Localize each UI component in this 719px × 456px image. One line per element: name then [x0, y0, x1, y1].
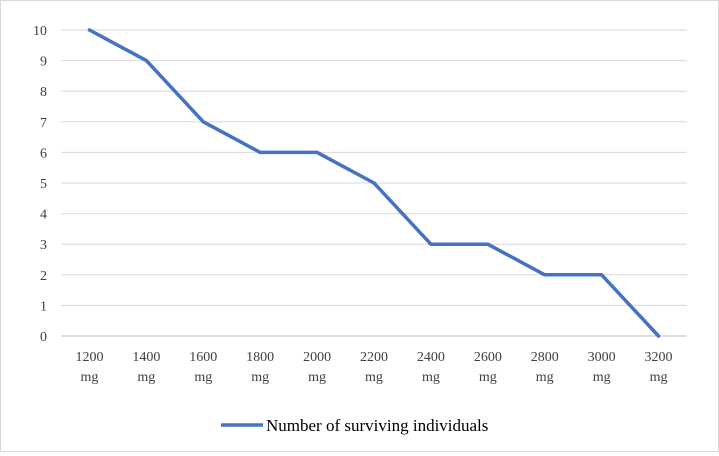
y-tick-label: 2 [40, 269, 47, 284]
y-tick-label: 0 [40, 330, 47, 345]
data-point [258, 150, 262, 154]
data-point [656, 334, 661, 338]
y-tick-label: 4 [40, 208, 47, 223]
data-point [543, 273, 547, 277]
x-tick-label: 1400 mg [132, 350, 160, 385]
x-tick-label: 3000 mg [588, 350, 616, 385]
x-tick-label: 1800 mg [246, 350, 274, 385]
y-tick-label: 6 [40, 146, 47, 161]
x-tick-label: 2000 mg [303, 350, 331, 385]
data-point [486, 242, 490, 246]
x-tick-label: 2600 mg [474, 350, 502, 385]
y-tick-label: 1 [40, 299, 47, 314]
x-tick-label: 1200 mg [75, 350, 103, 385]
x-tick-label: 2800 mg [531, 350, 559, 385]
x-tick-label: 1600 mg [189, 350, 217, 385]
y-tick-label: 9 [40, 55, 47, 70]
series-layer [87, 28, 661, 338]
legend-label-surviving-individuals: Number of surviving individuals [266, 416, 488, 435]
data-point [600, 273, 604, 277]
x-tick-label: 2400 mg [417, 350, 445, 385]
data-point [315, 150, 319, 154]
y-tick-label: 7 [40, 116, 47, 131]
x-tick-label: 3200 mg [645, 350, 673, 385]
data-point [201, 120, 205, 124]
y-tick-label: 5 [40, 177, 47, 192]
x-tick-label: 2200 mg [360, 350, 388, 385]
y-tick-label: 3 [40, 238, 47, 253]
data-point [372, 181, 376, 185]
x-axis-ticks: 1200 mg 1400 mg 1600 mg 1800 mg 2000 mg 2200 mg 2400… [75, 350, 672, 385]
y-tick-label: 8 [40, 85, 47, 100]
data-point [429, 242, 433, 246]
y-axis-ticks: 0 1 2 3 4 5 6 7 8 9 10 [33, 24, 47, 345]
data-point [87, 28, 92, 32]
data-point [144, 59, 148, 63]
y-tick-label: 10 [33, 24, 47, 39]
legend: Number of surviving individuals [221, 416, 488, 435]
